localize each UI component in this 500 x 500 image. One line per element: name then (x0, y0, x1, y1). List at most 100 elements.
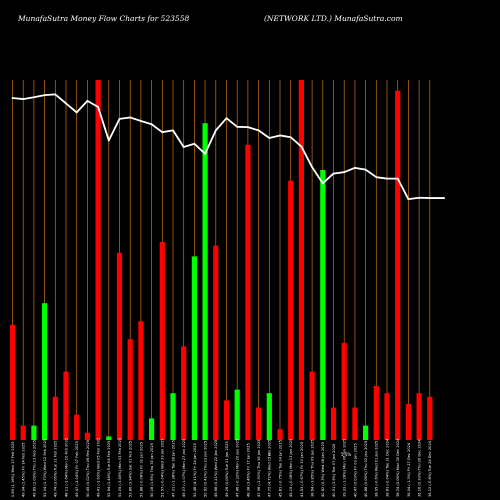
money-flow-bar-6 (63, 371, 69, 440)
price-point-21 (225, 117, 228, 120)
x-tick-label-8: 50.45 (0.02%) Thu 06 Feb 2025 (86, 440, 90, 497)
x-tick-label-34: 40.88 (0.06%) Thu 02 Jan 2025 (364, 441, 368, 497)
x-tick-label-13: 51.88 (-0.08%) Fri 31 Jan 2025 (139, 442, 143, 497)
money-flow-bar-9 (95, 80, 101, 440)
x-axis-labels: 0.89 (1.16%) Mon 17 Feb 2025 49.04 (1.45%… (11, 438, 432, 497)
money-flow-bar-13 (138, 321, 144, 440)
price-point-34 (364, 168, 367, 171)
price-point-29 (311, 166, 313, 169)
x-tick-label-14: 50.18 (1.6%) Thu 30 Jan 2025 (150, 443, 154, 497)
money-flow-bar-7 (74, 414, 80, 440)
money-flow-bar-29 (309, 371, 315, 440)
x-tick-label-31: 40.91 (3.9%) Tue 07 Jan 2025 (332, 444, 336, 497)
price-point-40 (428, 197, 431, 199)
money-flow-bar-14 (149, 418, 155, 440)
money-flow-bar-36 (384, 393, 390, 440)
x-tick-label-19: 50.62 (0.42%) Thu 23 Jan 2025 (204, 441, 208, 497)
money-flow-bar-22 (234, 389, 240, 440)
price-point-37 (396, 177, 399, 180)
x-tick-label-30: 40.82 (0.3%) Wed 08 Jan 2025 (321, 442, 325, 497)
price-point-1 (11, 97, 14, 99)
price-point-15 (161, 131, 164, 134)
money-flow-bar-19 (202, 123, 208, 440)
price-point-12 (129, 116, 132, 119)
money-flow-bar-2 (20, 425, 26, 440)
price-point-7 (75, 111, 78, 114)
price-point-13 (140, 120, 142, 122)
money-flow-bar-31 (330, 407, 337, 440)
x-tick-label-27: 45.19 (-0.08%) Mon 13 Jan 2025 (289, 439, 293, 497)
x-tick-label-28: 41.53 (-0.67%) Fri 10 Jan 2025 (300, 442, 304, 497)
money-flow-bar-15 (159, 242, 165, 440)
price-point-23 (247, 126, 249, 129)
annotation-right: 5 1% (341, 452, 351, 457)
price-point-19 (204, 152, 207, 155)
x-tick-label-22: 47.46 (-0.32%) Mon 20 Jan 2025 (236, 439, 240, 497)
money-flow-bar-12 (127, 339, 133, 440)
x-tick-label-26: 45.81 (-0.75%) Tue 14 Jan 2025 (278, 440, 282, 497)
money-flow-bar-23 (245, 144, 251, 441)
money-flow-bar-10 (106, 436, 112, 440)
price-point-35 (375, 176, 378, 179)
price-point-17 (182, 146, 185, 148)
price-point-2 (22, 98, 25, 100)
x-tick-label-37: 38.74 (0.06%) Mon 30 Dec 2024 (396, 438, 400, 497)
x-tick-label-32: 39.33 (-1.28%) Mon 06 Jan 2025 (343, 439, 347, 497)
annotation-left: 5 (268, 452, 271, 457)
x-tick-label-24: 47.96 (-2.91%) Thu 16 Jan 2025 (257, 439, 261, 497)
money-flow-bar-1 (9, 324, 16, 440)
x-tick-label-9: 49.41 (-2.63%) Wed 05 Feb 2025 (97, 438, 101, 497)
money-flow-bar-27 (288, 180, 294, 441)
price-point-18 (193, 142, 196, 145)
x-tick-label-4: 51.04 (1.73%) Wed 12 Feb 2025 (43, 439, 47, 497)
money-flow-bar-24 (256, 407, 262, 440)
money-flow-bar-37 (395, 90, 401, 441)
price-point-3 (33, 96, 35, 99)
price-point-25 (268, 137, 271, 139)
price-point-4 (43, 94, 46, 97)
price-point-14 (150, 123, 153, 126)
price-point-28 (300, 145, 303, 148)
price-point-30 (321, 182, 324, 185)
money-flow-bar-18 (191, 256, 197, 440)
money-flow-bar-38 (405, 404, 411, 440)
price-point-32 (343, 171, 346, 174)
x-tick-label-20: 49.68 (0.21%) Wed 22 Jan 2025 (214, 440, 218, 497)
x-tick-label-11: 51.05 (-3.45%) Mon 03 Feb 2025 (118, 438, 122, 497)
price-point-8 (86, 99, 89, 102)
money-flow-bar-20 (213, 245, 219, 440)
money-flow-bar-39 (416, 393, 422, 440)
x-tick-label-15: 51.57 (-0.04%) Wed 29 Jan 2025 (161, 438, 165, 497)
money-flow-bar-21 (223, 400, 230, 440)
money-flow-bar-32 (341, 342, 347, 440)
x-tick-label-16: 47.31 (-1.38%) Tue 28 Jan 2025 (171, 440, 175, 497)
x-tick-label-39: 36.16 (0.33%) Thu 26 Dec 2024 (418, 439, 422, 497)
x-tick-label-18: 52.48 (4.11%) Fri 24 Jan 2025 (193, 443, 197, 497)
price-point-20 (214, 129, 217, 132)
x-tick-label-7: 49.47 (-2.04%) Fri 07 Feb 2025 (75, 441, 79, 497)
money-flow-bar-11 (116, 252, 123, 440)
money-flow-bar-8 (84, 432, 90, 440)
x-tick-label-6: 48.11 (-2.64%) Mon 10 Feb 2025 (64, 438, 68, 497)
x-tick-label-2: 49.04 (1.45%) Fri 14 Feb 2025 (22, 442, 26, 497)
price-point-22 (236, 125, 239, 128)
price-point-26 (279, 134, 281, 137)
price-point-27 (289, 136, 292, 139)
x-tick-label-38: 36.04 (-1.3%) Fri 27 Dec 2024 (407, 442, 411, 497)
x-tick-label-25: 47.72 (4.72%) Wed 15 Jan 2025 (268, 440, 272, 497)
price-point-16 (172, 129, 174, 132)
money-flow-bar-3 (31, 425, 37, 440)
price-point-38 (407, 198, 410, 201)
money-flow-bar-35 (373, 386, 379, 440)
price-line-group (11, 93, 445, 201)
x-tick-label-29: 38.64 (-3.85%) Thu 09 Jan 2025 (311, 439, 315, 497)
money-flow-bar-16 (170, 393, 176, 440)
x-tick-label-1: 0.89 (1.16%) Mon 17 Feb 2025 (11, 441, 15, 497)
x-tick-label-3: 49.69 (2.09%) Thu 13 Feb 2025 (32, 440, 36, 497)
x-tick-label-33: 40.47 (0.03%) Fri 03 Jan 2025 (353, 443, 357, 497)
chart-header-right: (NETWORK LTD.) MunafaSutra.com (264, 14, 403, 23)
price-point-9 (97, 106, 99, 108)
money-flow-bar-34 (363, 425, 369, 440)
x-tick-label-35: 38.95 (-0.6%) Wed 01 Jan 2025 (375, 441, 379, 497)
